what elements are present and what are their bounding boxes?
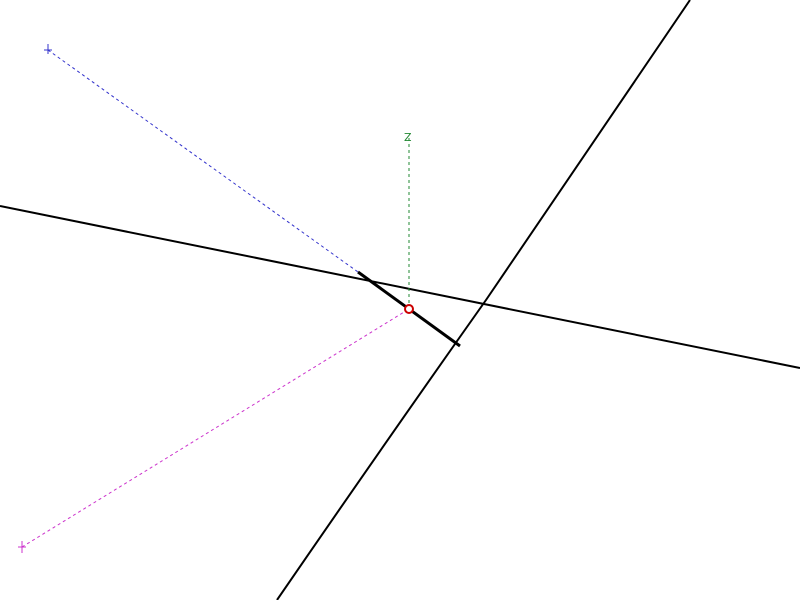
y-axis-end-mark — [18, 541, 26, 553]
horizontal-edge-line[interactable] — [0, 205, 800, 369]
x-axis-guide — [47, 49, 359, 273]
curved-edge-line[interactable] — [276, 0, 691, 600]
z-axis-label: Z — [404, 131, 412, 144]
origin-circle-icon[interactable] — [404, 304, 414, 314]
y-axis-guide — [21, 308, 410, 548]
x-axis-end-mark — [44, 44, 52, 54]
